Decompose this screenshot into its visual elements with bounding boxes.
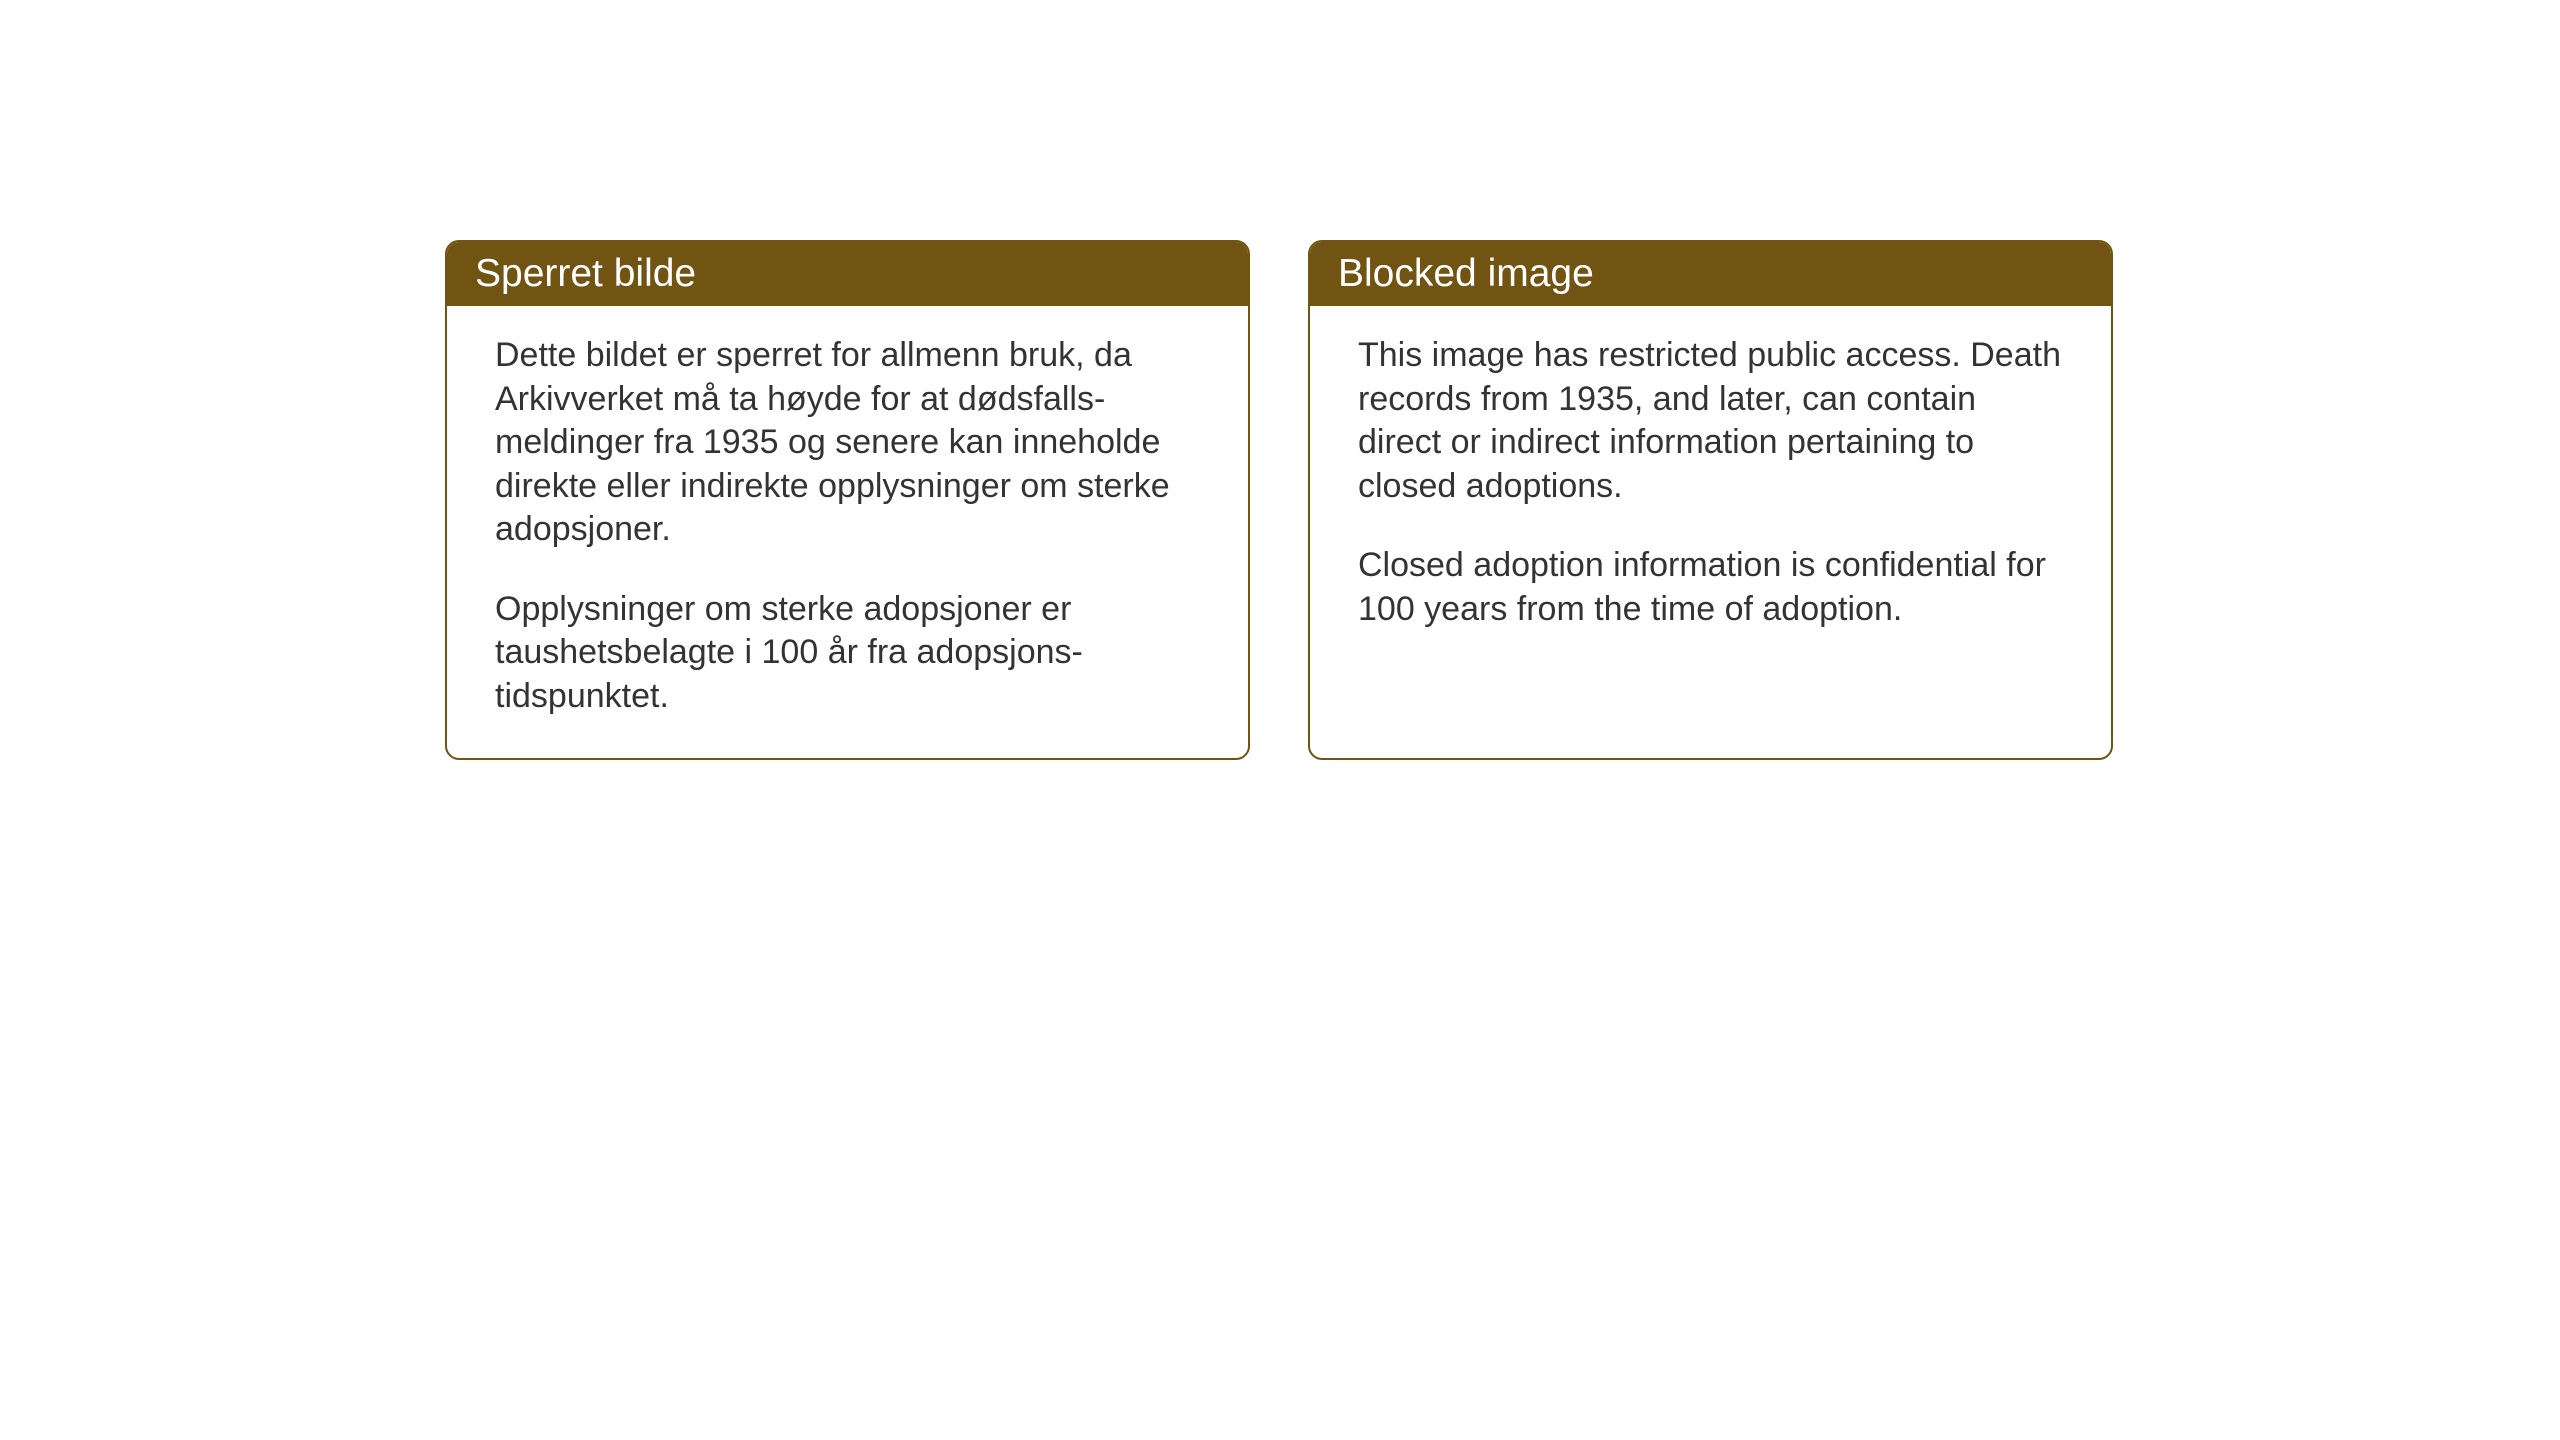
notice-body-english: This image has restricted public access.…: [1310, 306, 2111, 736]
notice-paragraph-2-norwegian: Opplysninger om sterke adopsjoner er tau…: [495, 588, 1200, 719]
notice-header-english: Blocked image: [1310, 242, 2111, 306]
notice-body-norwegian: Dette bildet er sperret for allmenn bruk…: [447, 306, 1248, 758]
notice-paragraph-1-english: This image has restricted public access.…: [1358, 334, 2063, 508]
notice-header-norwegian: Sperret bilde: [447, 242, 1248, 306]
notice-paragraph-2-english: Closed adoption information is confident…: [1358, 544, 2063, 631]
notice-box-english: Blocked image This image has restricted …: [1308, 240, 2113, 760]
notices-container: Sperret bilde Dette bildet er sperret fo…: [445, 240, 2113, 760]
notice-paragraph-1-norwegian: Dette bildet er sperret for allmenn bruk…: [495, 334, 1200, 552]
notice-title-english: Blocked image: [1338, 252, 1594, 295]
notice-title-norwegian: Sperret bilde: [475, 252, 696, 295]
notice-box-norwegian: Sperret bilde Dette bildet er sperret fo…: [445, 240, 1250, 760]
